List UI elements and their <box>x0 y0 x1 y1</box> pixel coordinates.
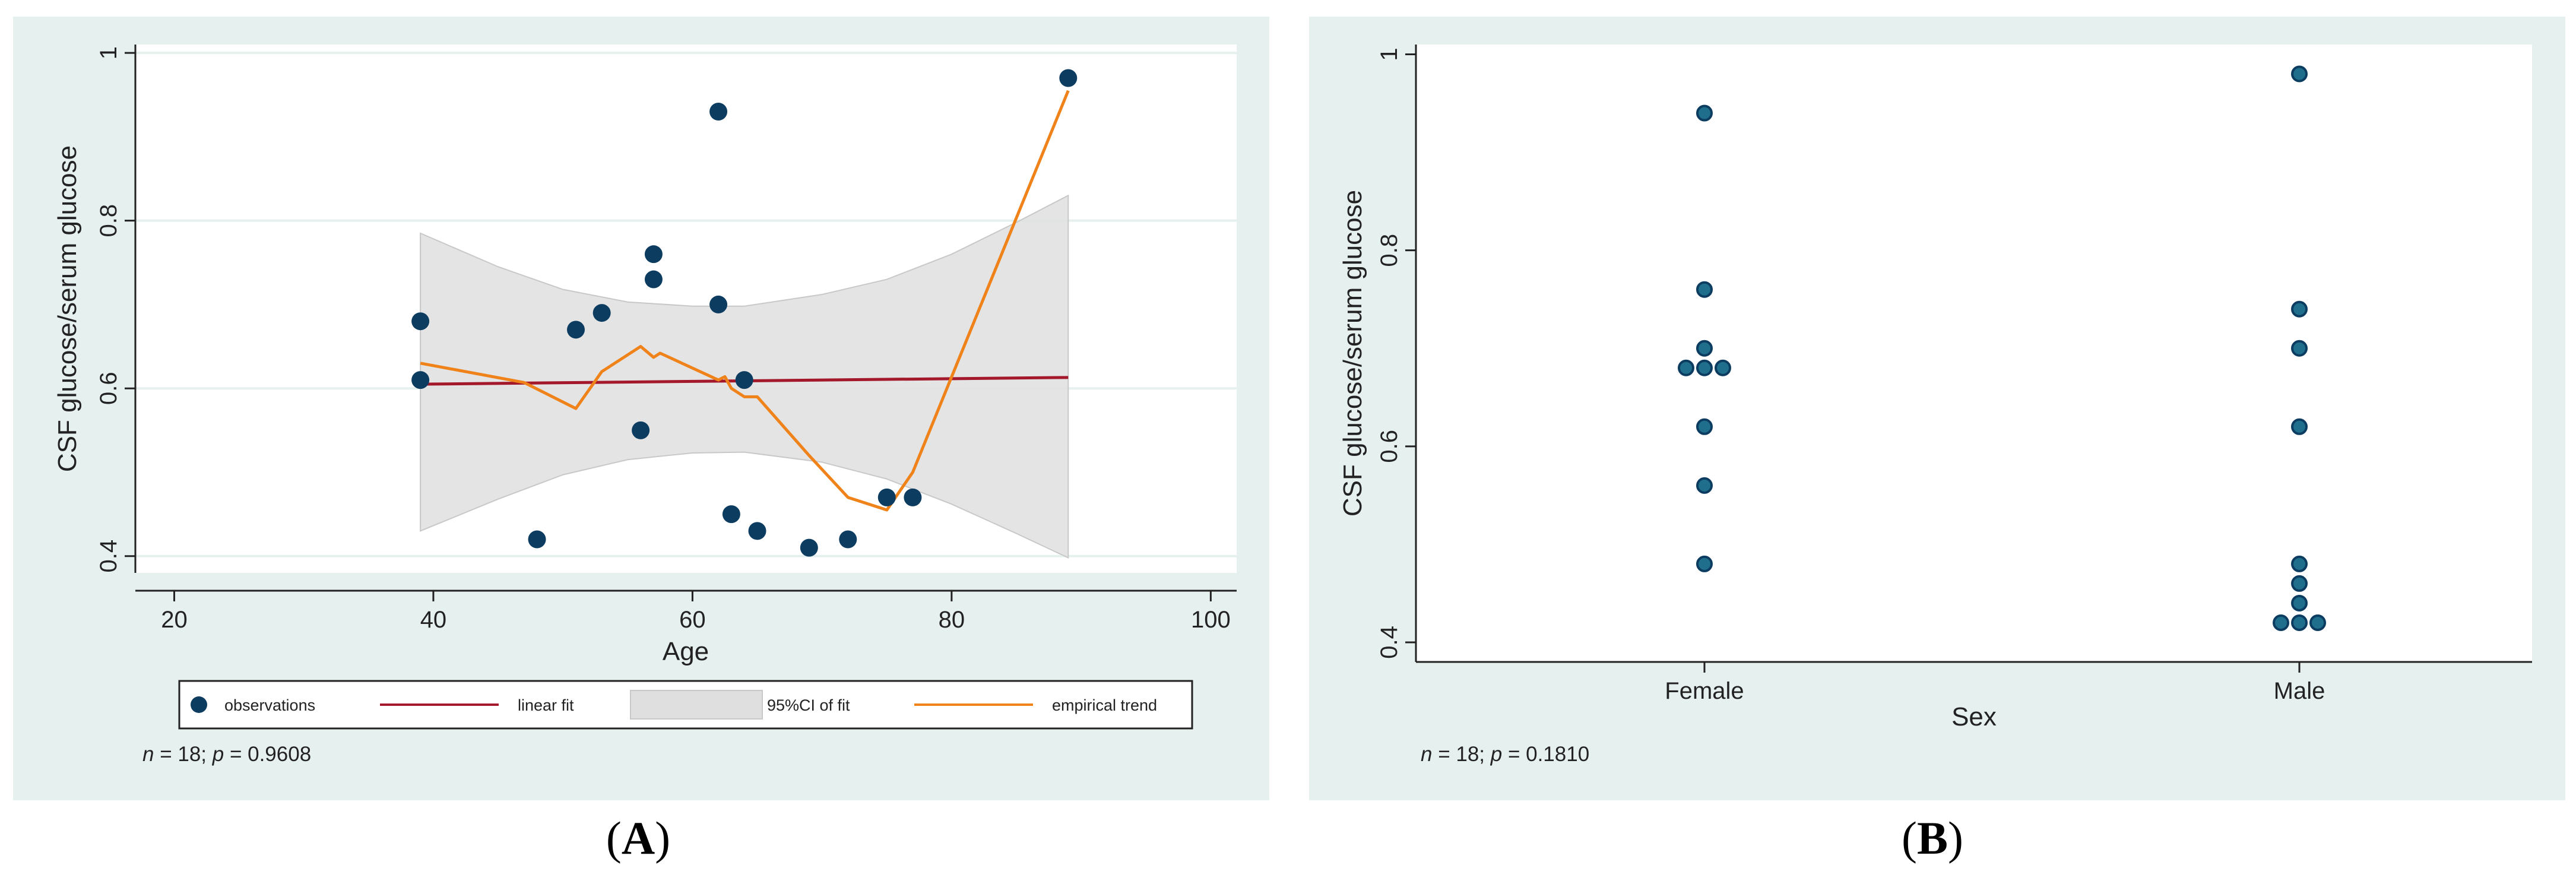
data-point <box>2291 575 2308 592</box>
note-n-symbol: n <box>1421 743 1432 766</box>
observation-point <box>1059 69 1078 87</box>
panel-a-legend: observations linear fit 95%CI of fit emp… <box>178 680 1193 730</box>
data-point <box>2291 300 2308 318</box>
y-tick-label: 0.6 <box>1376 430 1402 463</box>
note-p-symbol: p <box>212 743 224 766</box>
data-point <box>2291 65 2308 83</box>
observation-point <box>904 488 922 506</box>
y-tick-label: 0.8 <box>1376 234 1402 267</box>
panel-b-y-ticks: 0.4 0.6 0.8 1 <box>1376 47 1416 659</box>
note-n-value: = 18; <box>1432 743 1490 766</box>
x-tick-label: 40 <box>420 607 447 633</box>
panel-a-note: n = 18; p = 0.9608 <box>142 743 311 766</box>
data-point <box>2291 418 2308 435</box>
data-point <box>1696 477 1713 494</box>
data-point <box>1696 104 1713 122</box>
data-point <box>1696 418 1713 435</box>
note-p-symbol: p <box>1490 743 1502 766</box>
panel-b: 0.4 0.6 0.8 1 Female Male Sex CSF glucose/se… <box>1309 17 2565 864</box>
note-n-value: = 18; <box>154 743 212 766</box>
legend-observations-label: observations <box>224 696 315 714</box>
data-point <box>2309 614 2327 631</box>
empirical-trend-line <box>420 90 1070 512</box>
x-tick-label: 100 <box>1191 607 1231 633</box>
observation-point <box>528 530 546 549</box>
data-point <box>1714 359 1731 376</box>
panel-b-note: n = 18; p = 0.1810 <box>1421 743 1589 766</box>
y-tick-label: 1 <box>96 46 122 59</box>
y-tick-label: 0.4 <box>1376 626 1402 659</box>
panel-b-points <box>1677 65 2327 631</box>
y-tick-label: 1 <box>1376 47 1402 61</box>
x-tick-label: Female <box>1665 678 1744 704</box>
panel-a-label: (A) <box>606 812 670 864</box>
data-point <box>2291 340 2308 357</box>
observation-point <box>632 421 650 439</box>
panel-a-y-axis-title: CSF glucose/serum glucose <box>53 145 82 472</box>
observation-point <box>877 488 896 506</box>
panel-b-x-ticks: Female Male <box>1665 662 2325 704</box>
note-n-symbol: n <box>142 743 154 766</box>
x-tick-label: 60 <box>679 607 706 633</box>
legend-trend-label: empirical trend <box>1052 696 1157 714</box>
panel-a-y-ticks: 0.4 0.6 0.8 1 <box>96 46 135 573</box>
legend-ci-marker <box>630 690 763 720</box>
observation-point <box>748 522 766 540</box>
data-point <box>2291 594 2308 611</box>
x-tick-label: 20 <box>161 607 188 633</box>
data-point <box>2273 614 2290 631</box>
legend-ci-label: 95%CI of fit <box>767 696 850 714</box>
y-tick-label: 0.6 <box>96 372 122 405</box>
observation-point <box>411 371 430 389</box>
x-tick-label: 80 <box>939 607 965 633</box>
panel-a: 0.4 0.6 0.8 1 20 40 60 80 100 Age CSF glucose/s… <box>13 17 1269 864</box>
y-tick-label: 0.8 <box>96 204 122 237</box>
observation-point <box>709 103 728 121</box>
note-p-value: = 0.1810 <box>1502 743 1589 766</box>
y-tick-label: 0.4 <box>96 540 122 573</box>
observation-point <box>592 304 611 322</box>
data-point <box>1696 359 1713 376</box>
observation-point <box>567 321 585 339</box>
panel-b-y-axis-title: CSF glucose/serum glucose <box>1338 190 1367 516</box>
data-point <box>1696 555 1713 572</box>
legend-linear-fit-label: linear fit <box>518 696 574 714</box>
panel-a-x-axis-title: Age <box>663 637 709 666</box>
panel-a-letter: A <box>622 812 655 864</box>
data-point <box>1696 281 1713 298</box>
data-point <box>1677 359 1694 376</box>
observation-point <box>722 505 740 524</box>
panel-a-observations <box>411 69 1078 557</box>
note-p-value: = 0.9608 <box>224 743 311 766</box>
legend-observations-marker <box>191 696 207 713</box>
data-point <box>2291 614 2308 631</box>
observation-point <box>839 530 857 549</box>
data-point <box>2291 555 2308 572</box>
observation-point <box>644 270 663 289</box>
panel-b-x-axis-title: Sex <box>1951 702 1997 731</box>
x-tick-label: Male <box>2274 678 2325 704</box>
observation-point <box>735 371 753 389</box>
data-point <box>1696 340 1713 357</box>
panel-b-plot-area <box>1416 45 2532 662</box>
observation-point <box>800 538 818 557</box>
panel-a-x-ticks: 20 40 60 80 100 <box>161 591 1231 633</box>
observation-point <box>411 312 430 331</box>
panel-b-letter: B <box>1917 812 1948 864</box>
panel-b-label: (B) <box>1902 812 1963 864</box>
observation-point <box>644 245 663 264</box>
observation-point <box>709 295 728 313</box>
